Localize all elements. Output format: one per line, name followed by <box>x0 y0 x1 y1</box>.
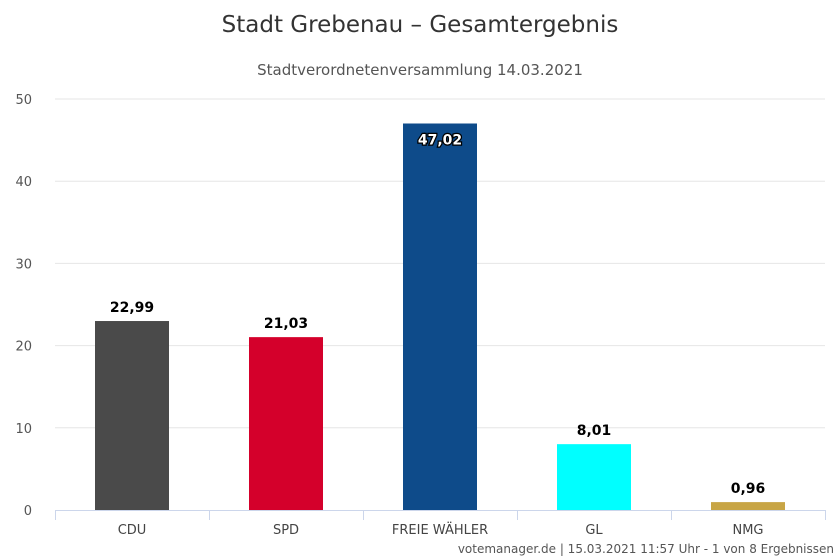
x-tick-label: SPD <box>273 523 299 538</box>
chart-subtitle: Stadtverordnetenversammlung 14.03.2021 <box>257 61 583 79</box>
data-label: 8,01 <box>577 423 612 439</box>
bars <box>95 123 785 510</box>
bar[interactable] <box>403 123 477 510</box>
y-tick-label: 10 <box>15 422 32 437</box>
bar[interactable] <box>711 502 785 510</box>
chart-title: Stadt Grebenau – Gesamtergebnis <box>222 12 619 38</box>
data-label: 21,03 <box>264 316 308 332</box>
x-tick-label: NMG <box>732 523 763 538</box>
data-label: 0,96 <box>731 481 766 497</box>
y-tick-label: 40 <box>15 175 32 190</box>
data-label: 22,99 <box>110 300 154 316</box>
x-tick-label: GL <box>585 523 603 538</box>
data-label: 47,02 <box>418 132 462 148</box>
chart-credits[interactable]: votemanager.de | 15.03.2021 11:57 Uhr - … <box>458 542 834 556</box>
bar[interactable] <box>557 444 631 510</box>
data-labels: 22,99 21,03 47,02 8,01 0,96 <box>110 131 766 497</box>
x-axis: CDU SPD FREIE WÄHLER GL NMG <box>55 510 826 538</box>
y-axis: 0 10 20 30 40 50 <box>15 93 32 519</box>
y-tick-label: 0 <box>24 504 32 519</box>
x-tick-label: FREIE WÄHLER <box>392 522 488 538</box>
y-tick-label: 20 <box>15 340 32 355</box>
y-tick-label: 30 <box>15 257 32 272</box>
y-tick-label: 50 <box>15 93 32 108</box>
x-tick-label: CDU <box>118 523 147 538</box>
bar[interactable] <box>95 321 169 510</box>
bar[interactable] <box>249 337 323 510</box>
